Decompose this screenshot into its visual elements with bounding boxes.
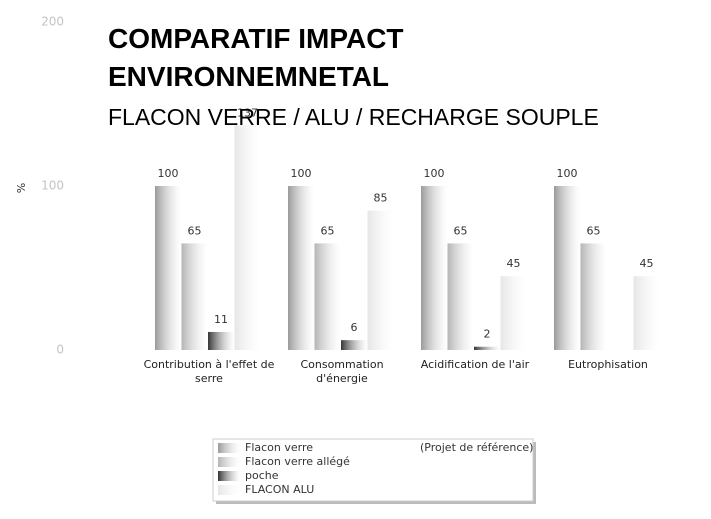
bar	[474, 346, 500, 350]
legend-swatch	[218, 443, 240, 453]
legend-label: Flacon verre allégé	[245, 455, 350, 468]
bar	[367, 210, 394, 350]
data-label: 137	[237, 106, 258, 119]
bar	[288, 186, 314, 350]
legend-box	[212, 438, 534, 502]
bar	[341, 340, 367, 350]
legend-swatch	[218, 471, 240, 481]
bar	[500, 276, 527, 350]
data-label: 45	[640, 257, 654, 270]
data-label: 65	[188, 224, 202, 237]
data-label: 65	[587, 224, 601, 237]
legend-swatch	[218, 485, 240, 495]
bar	[580, 243, 607, 350]
legend-swatch	[218, 457, 240, 467]
y-tick-label: 100	[41, 179, 64, 193]
legend-annotation: (Projet de référence)	[420, 441, 533, 454]
data-label: 45	[507, 257, 521, 270]
y-tick-label: 200	[41, 15, 64, 29]
bar	[208, 331, 234, 350]
y-tick-label: 0	[56, 343, 64, 357]
data-label: 100	[291, 167, 312, 180]
data-label: 65	[454, 224, 468, 237]
bar	[181, 243, 208, 350]
data-label: 85	[374, 192, 388, 205]
data-label: 100	[158, 167, 179, 180]
data-label: 100	[557, 167, 578, 180]
bar	[554, 186, 580, 350]
legend-label: FLACON ALU	[245, 483, 314, 496]
data-label: 6	[351, 321, 358, 334]
data-label: 65	[321, 224, 335, 237]
bar	[421, 186, 447, 350]
data-label: 11	[214, 313, 228, 326]
bar	[633, 276, 660, 350]
x-tick-label: Contribution à l'effet de serre	[143, 358, 275, 385]
x-tick-label: Consommation d'énergie	[300, 358, 384, 385]
bar	[314, 243, 341, 350]
bar	[155, 186, 181, 350]
bar	[234, 125, 261, 350]
x-tick-label: Acidification de l'air	[420, 358, 530, 371]
legend-label: Flacon verre	[245, 441, 313, 454]
bar	[447, 243, 474, 350]
x-tick-label: Eutrophisation	[568, 358, 648, 371]
chart-title: COMPARATIF IMPACT ENVIRONNEMNETAL	[108, 23, 404, 92]
data-label: 2	[484, 328, 491, 341]
y-axis-label: %	[14, 183, 27, 193]
data-label: 100	[424, 167, 445, 180]
legend-label: poche	[245, 469, 279, 482]
chart-subtitle: FLACON VERRE / ALU / RECHARGE SOUPLE	[108, 104, 599, 130]
